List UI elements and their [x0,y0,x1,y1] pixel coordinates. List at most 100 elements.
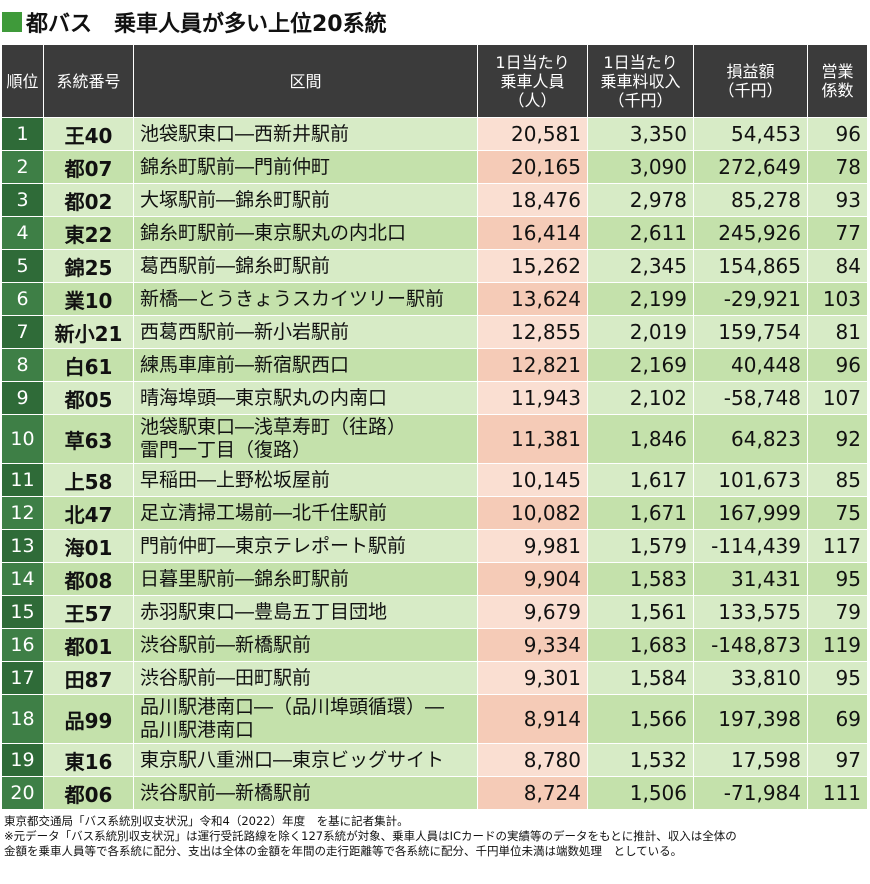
route-cell: 葛西駅前―錦糸町駅前 [133,249,478,283]
header-line: （人） [508,90,557,110]
number-cell: 31,431 [693,562,808,596]
number-cell: 10,145 [477,463,588,497]
number-cell: 95 [807,661,868,695]
table-row: 15 王57 赤羽駅東口―豊島五丁目団地 9,679 1,561 133,575 79 [1,595,868,629]
rank-cell: 15 [1,595,44,629]
rank-cell: 17 [1,661,44,695]
number-cell: 1,584 [587,661,694,695]
route-line: 池袋駅東口―西新井駅前 [140,122,350,145]
code-cell: 錦25 [43,249,134,283]
number-cell: 78 [807,150,868,184]
number-cell: 75 [807,496,868,530]
route-line: 葛西駅前―錦糸町駅前 [140,254,331,277]
rank-cell: 13 [1,529,44,563]
table-row: 1 王40 池袋駅東口―西新井駅前 20,581 3,350 54,453 96 [1,117,868,151]
code-cell: 都01 [43,628,134,662]
code-cell: 上58 [43,463,134,497]
route-line: 大塚駅前―錦糸町駅前 [140,188,331,211]
rank-cell: 12 [1,496,44,530]
number-cell: 12,821 [477,348,588,382]
route-line: 新橋―とうきょうスカイツリー駅前 [140,287,445,310]
rank-cell: 11 [1,463,44,497]
rank-cell: 5 [1,249,44,283]
rank-cell: 18 [1,694,44,744]
column-header: 営業 係数 [807,44,868,118]
number-cell: 1,583 [587,562,694,596]
number-cell: 9,301 [477,661,588,695]
route-line: 門前仲町―東京テレポート駅前 [140,534,407,557]
number-cell: 8,724 [477,776,588,810]
table-row: 7 新小21 西葛西駅前―新小岩駅前 12,855 2,019 159,754 81 [1,315,868,349]
number-cell: 1,671 [587,496,694,530]
rank-cell: 16 [1,628,44,662]
number-cell: 2,978 [587,183,694,217]
rank-cell: 10 [1,414,44,464]
table-row: 4 東22 錦糸町駅前―東京駅丸の内北口 16,414 2,611 245,926 77 [1,216,868,250]
number-cell: 1,579 [587,529,694,563]
header-line: 順位 [6,71,39,91]
table-row: 8 白61 練馬車庫前―新宿駅西口 12,821 2,169 40,448 96 [1,348,868,382]
table-row: 9 都05 晴海埠頭―東京駅丸の内南口 11,943 2,102 -58,748 107 [1,381,868,415]
number-cell: 17,598 [693,743,808,777]
number-cell: 1,561 [587,595,694,629]
route-line: 品川駅港南口―（品川埠頭循環）― [140,696,445,718]
route-cell: 錦糸町駅前―東京駅丸の内北口 [133,216,478,250]
route-cell: 渋谷駅前―新橋駅前 [133,776,478,810]
table-row: 14 都08 日暮里駅前―錦糸町駅前 9,904 1,583 31,431 95 [1,562,868,596]
header-row: 順位 系統番号 区間 1日当たり 乗車人員 （人） 1日当たり 乗車料収入 （千円） 損益額 （千円… [1,44,868,118]
column-header: 順位 [1,44,44,118]
route-line: 品川駅港南口 [140,719,255,741]
route-line: 日暮里駅前―錦糸町駅前 [140,567,350,590]
number-cell: 9,904 [477,562,588,596]
number-cell: 111 [807,776,868,810]
rank-cell: 4 [1,216,44,250]
rank-cell: 1 [1,117,44,151]
number-cell: 9,981 [477,529,588,563]
route-line: 早稲田―上野松坂屋前 [140,468,331,491]
number-cell: 101,673 [693,463,808,497]
code-cell: 東16 [43,743,134,777]
rank-cell: 7 [1,315,44,349]
rank-cell: 19 [1,743,44,777]
column-header: 1日当たり 乗車人員 （人） [477,44,588,118]
number-cell: 85,278 [693,183,808,217]
code-cell: 東22 [43,216,134,250]
code-cell: 都05 [43,381,134,415]
code-cell: 田87 [43,661,134,695]
route-cell: 日暮里駅前―錦糸町駅前 [133,562,478,596]
number-cell: 117 [807,529,868,563]
number-cell: 1,532 [587,743,694,777]
table-row: 13 海01 門前仲町―東京テレポート駅前 9,981 1,579 -114,439 117 [1,529,868,563]
rank-cell: 2 [1,150,44,184]
route-line: 渋谷駅前―新橋駅前 [140,781,312,804]
route-line: 足立清掃工場前―北千住駅前 [140,501,388,524]
rank-cell: 6 [1,282,44,316]
code-cell: 海01 [43,529,134,563]
number-cell: 107 [807,381,868,415]
number-cell: -114,439 [693,529,808,563]
table-row: 16 都01 渋谷駅前―新橋駅前 9,334 1,683 -148,873 119 [1,628,868,662]
number-cell: 8,780 [477,743,588,777]
number-cell: 15,262 [477,249,588,283]
route-cell: 西葛西駅前―新小岩駅前 [133,315,478,349]
number-cell: -29,921 [693,282,808,316]
header-line: 係数 [821,81,854,100]
route-cell: 渋谷駅前―田町駅前 [133,661,478,695]
route-line: 西葛西駅前―新小岩駅前 [140,320,350,343]
number-cell: 81 [807,315,868,349]
table-row: 18 品99 品川駅港南口―（品川埠頭循環）― 品川駅港南口 8,914 1,566 197… [1,694,868,744]
number-cell: 1,617 [587,463,694,497]
route-line: 渋谷駅前―田町駅前 [140,666,312,689]
number-cell: 20,581 [477,117,588,151]
header-line: 1日当たり [495,52,570,72]
table-row: 11 上58 早稲田―上野松坂屋前 10,145 1,617 101,673 85 [1,463,868,497]
route-cell: 渋谷駅前―新橋駅前 [133,628,478,662]
number-cell: 77 [807,216,868,250]
number-cell: 85 [807,463,868,497]
column-header: 系統番号 [43,44,134,118]
number-cell: 12,855 [477,315,588,349]
number-cell: 197,398 [693,694,808,744]
column-header: 1日当たり 乗車料収入 （千円） [587,44,694,118]
route-cell: 池袋駅東口―西新井駅前 [133,117,478,151]
number-cell: 11,943 [477,381,588,415]
